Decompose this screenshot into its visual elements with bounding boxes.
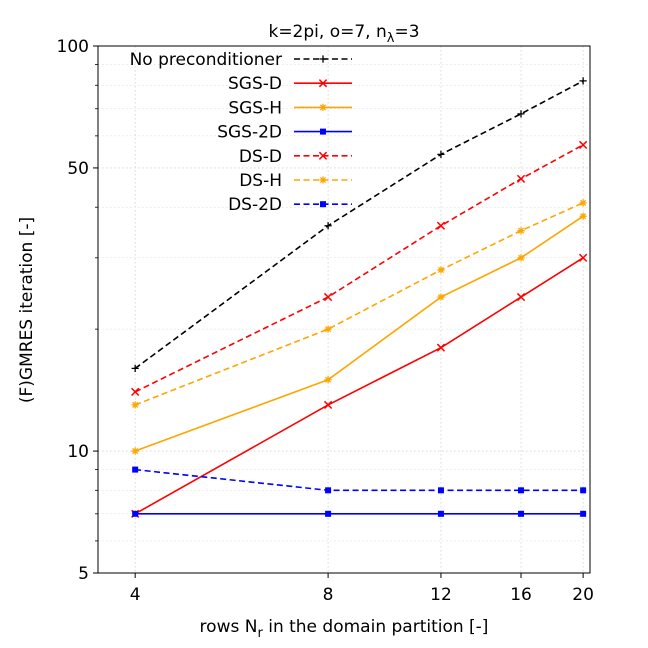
data-point <box>517 110 525 118</box>
legend-label: SGS-D <box>228 74 282 94</box>
legend-marker <box>319 176 327 184</box>
series-sgs-h <box>131 212 587 455</box>
series-line <box>135 468 584 492</box>
legend-marker <box>320 128 326 135</box>
series-sgs-d <box>131 253 588 518</box>
data-point <box>437 150 445 158</box>
data-point <box>437 266 445 274</box>
legend-entry: DS-2D <box>228 195 352 215</box>
legend-marker <box>318 151 328 160</box>
legend-label: DS-D <box>239 147 282 167</box>
series-line <box>134 80 584 370</box>
data-point <box>436 343 446 352</box>
data-point <box>578 140 588 150</box>
legend-entry: DS-H <box>239 171 352 191</box>
series-line <box>134 202 584 406</box>
data-point <box>517 254 525 262</box>
series-line <box>134 257 584 515</box>
series-ds-2d <box>132 466 587 494</box>
series-line <box>134 144 584 393</box>
data-point <box>132 466 139 473</box>
legend: No preconditioner SGS-D SGS-H SGS-2D DS-D DS-… <box>130 50 352 215</box>
data-point <box>437 510 444 517</box>
series-no-preconditioner <box>131 77 587 372</box>
series-ds-h <box>131 199 587 409</box>
x-tick-label: 16 <box>510 585 532 605</box>
chart-title: k=2pi, o=7, nλ=3 <box>268 22 419 46</box>
legend-marker <box>320 201 326 208</box>
x-tick-label: 20 <box>572 585 594 605</box>
legend-label: DS-H <box>239 171 282 191</box>
data-point <box>516 292 526 302</box>
series-ds-d <box>131 140 588 397</box>
legend-marker <box>319 55 327 63</box>
y-axis-ticks: 5 10 50 100 <box>57 37 98 584</box>
data-point <box>131 387 140 397</box>
data-point <box>323 292 333 302</box>
data-point <box>437 487 444 494</box>
legend-entry: SGS-D <box>228 74 352 94</box>
data-point <box>580 510 587 517</box>
x-axis-label: rows Nr in the domain partition [-] <box>200 617 489 641</box>
data-point <box>325 487 332 494</box>
legend-entry: SGS-2D <box>217 123 352 143</box>
series-layer <box>131 77 588 518</box>
y-tick-label: 50 <box>67 159 89 179</box>
data-point <box>324 376 332 384</box>
data-point <box>579 77 587 85</box>
legend-label: SGS-H <box>228 98 282 118</box>
plot-frame <box>97 45 591 574</box>
data-point <box>325 510 332 517</box>
x-tick-label: 8 <box>323 585 334 605</box>
legend-entry: No preconditioner <box>130 50 352 70</box>
legend-entry: DS-D <box>239 147 352 167</box>
data-point <box>518 510 525 517</box>
data-point <box>518 487 525 494</box>
legend-label: No preconditioner <box>130 50 282 70</box>
y-tick-label: 100 <box>57 37 89 57</box>
data-point <box>436 221 446 230</box>
data-point <box>132 510 139 517</box>
legend-entry: SGS-H <box>228 98 352 118</box>
data-point <box>580 487 587 494</box>
series-sgs-2d <box>132 510 587 517</box>
data-point <box>517 227 525 235</box>
y-tick-label: 5 <box>78 564 89 584</box>
data-point <box>131 364 139 372</box>
legend-marker <box>318 79 328 88</box>
data-point <box>578 253 588 262</box>
data-point <box>324 222 332 230</box>
data-point <box>131 447 139 455</box>
data-point <box>323 400 333 410</box>
data-point <box>437 293 445 301</box>
legend-label: DS-2D <box>228 195 282 215</box>
y-axis-label: (F)GMRES iteration [-] <box>17 217 37 403</box>
x-axis-ticks: 4 8 12 16 20 <box>130 573 594 605</box>
data-point <box>324 325 332 333</box>
series-line <box>134 215 584 452</box>
data-point <box>579 212 587 220</box>
x-tick-label: 12 <box>430 585 452 605</box>
data-point <box>579 199 587 207</box>
data-point <box>516 174 526 183</box>
legend-label: SGS-2D <box>217 123 282 143</box>
x-tick-label: 4 <box>130 585 141 605</box>
y-tick-label: 10 <box>67 442 89 462</box>
data-point <box>131 401 139 409</box>
legend-marker <box>319 103 327 111</box>
